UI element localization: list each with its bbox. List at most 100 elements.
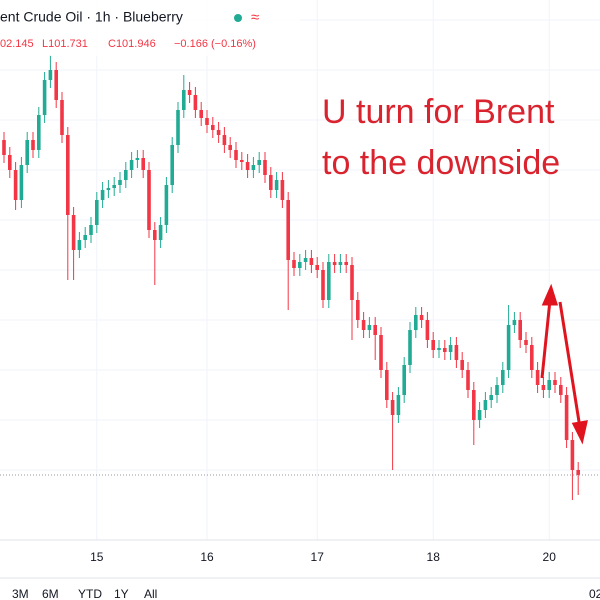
candle-body [234,150,238,160]
range-button[interactable]: 1Y [114,587,129,600]
candle-body [448,345,453,352]
candle-body [182,90,186,110]
candle-body [60,100,64,135]
candle-body [205,118,209,125]
candle-body [524,340,528,345]
candle-body [193,95,198,110]
candle-body [385,370,389,400]
candle-body [321,270,325,300]
candle-body [112,185,116,188]
candle-body [390,400,395,415]
candle-body [501,370,505,385]
candle-body [71,215,76,250]
candle-body [31,140,35,150]
candle-body [37,115,41,150]
candle-body [8,155,12,170]
candle-body [477,410,482,420]
candle-body [135,158,140,160]
candle-body [251,165,256,170]
range-button[interactable]: 6M [42,587,59,600]
candle-body [535,370,540,385]
candle-body [13,170,18,200]
candle-body [286,200,290,260]
candle-body [431,340,435,350]
candle-body [303,258,308,262]
annotation: to the downside [322,144,560,182]
header-background [0,0,300,56]
candle-body [361,320,366,330]
candle-body [454,345,459,360]
candle-body [147,170,151,230]
candle-body [472,390,476,420]
candle-body [54,70,58,100]
candle-body [402,365,406,395]
arrow-up-head [541,283,559,306]
candle-body [153,230,157,240]
candle-body [280,180,285,200]
candle-body [466,370,470,390]
candle-body [124,170,128,180]
candle-body [176,110,180,145]
x-tick-label: 15 [90,550,104,564]
range-button[interactable]: All [144,587,157,600]
candle-body [269,175,273,190]
candle-body [106,188,111,190]
trend-arrows [540,283,588,445]
ohlc-low: L101.731 [42,38,88,50]
candle-body [576,470,580,475]
candle-body [222,135,227,145]
x-tick-label: 17 [311,550,325,564]
arrow-up [540,299,552,379]
candle-body [506,325,511,370]
candle-body [327,262,331,300]
candle-body [2,140,6,155]
candle-body [518,320,522,340]
candle-body [419,315,424,320]
candle-body [541,385,546,390]
candle-body [443,348,447,352]
candle-body [199,110,203,118]
candle-body [414,315,418,330]
candle-body [211,125,215,130]
x-axis-labels: 15 16 17 18 20 [90,550,556,564]
candle-body [460,360,464,370]
candle-body [170,145,174,185]
candle-body [95,200,99,225]
candle-body [292,260,296,268]
candle-body [42,80,47,115]
candle-body [559,385,563,395]
candle-body [100,190,105,200]
candle-body [118,180,122,185]
candle-body [257,160,261,165]
candle-body [77,240,82,250]
symbol-title: ent Crude Oil · 1h · Blueberry [0,9,183,25]
candle-body [83,235,87,240]
candle-body [495,385,499,395]
candle-body [309,258,314,265]
candle-body [356,300,360,320]
arrow-down-head [571,420,588,445]
x-tick-label: 16 [200,550,214,564]
candle-body [263,160,267,175]
candle-body [298,262,302,268]
toolbar-right-label: 02 [589,587,600,600]
candle-body [564,395,569,440]
candle-body [25,140,29,165]
ohlc-open: 02.145 [0,38,34,50]
candle-body [240,160,244,162]
candle-body [425,320,430,340]
candle-body [350,265,354,300]
candle-body [396,395,401,415]
candle-body [19,165,24,200]
range-button[interactable]: YTD [78,587,102,600]
candle-body [158,225,163,240]
candle-body [332,262,337,265]
candle-body [245,162,250,170]
range-button[interactable]: 3M [12,587,29,600]
status-icon: ≈ [251,9,259,26]
candle-body [129,160,134,170]
candle-body [141,158,145,170]
candle-body [187,90,192,95]
arrow-down [558,301,582,429]
